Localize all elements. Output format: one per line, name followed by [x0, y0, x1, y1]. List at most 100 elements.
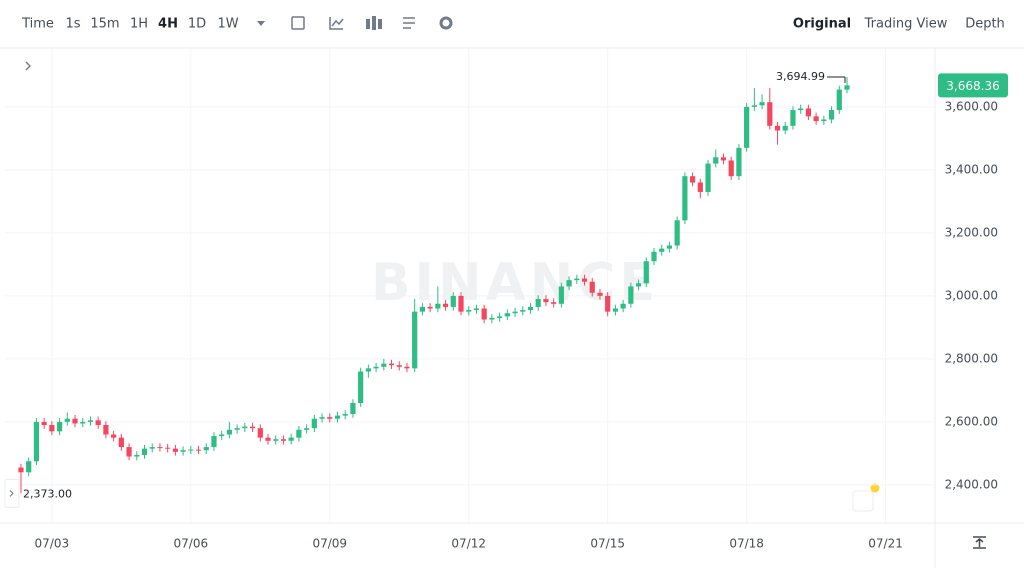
widget-icon[interactable]: [852, 490, 874, 512]
low-marker-box[interactable]: [4, 478, 20, 508]
candle-body: [628, 286, 634, 304]
x-tick-label: 07/21: [868, 537, 903, 551]
candle-body: [774, 125, 781, 131]
candle-body: [782, 125, 788, 131]
candle-body: [828, 110, 835, 120]
candle-body: [813, 116, 819, 122]
candle-body: [296, 429, 302, 438]
candle-body: [118, 437, 124, 448]
y-tick-label: 2,400.00: [945, 477, 998, 491]
candle-body: [396, 365, 402, 367]
candle-body: [265, 437, 271, 441]
candle-body: [836, 89, 842, 111]
candle-body: [319, 417, 325, 419]
candle-body: [149, 447, 155, 449]
candle-body: [64, 418, 70, 422]
candle-body: [365, 368, 371, 372]
candle-body: [134, 454, 140, 457]
candle-body: [26, 461, 32, 473]
interval-button[interactable]: 1s: [65, 17, 80, 32]
candle-body: [419, 306, 426, 312]
candle-body: [165, 447, 171, 449]
candle-body: [790, 110, 796, 126]
candle-body: [404, 366, 410, 369]
candle-body: [759, 102, 765, 106]
expand-icon[interactable]: [25, 61, 31, 71]
interval-button[interactable]: 1H: [130, 17, 148, 32]
candle-icon[interactable]: [366, 16, 382, 30]
candle-body: [589, 281, 595, 293]
candle-body: [581, 278, 588, 282]
candle-body: [180, 450, 186, 452]
candle-body: [705, 163, 711, 192]
interval-button[interactable]: 1W: [217, 17, 238, 32]
candle-body: [226, 429, 233, 435]
interval-button[interactable]: 4H: [158, 17, 178, 32]
candle-body: [543, 299, 549, 303]
settings-list-icon[interactable]: [403, 17, 415, 29]
candle-body: [234, 428, 240, 430]
candle-body: [659, 248, 665, 252]
interval-button[interactable]: 15m: [90, 17, 119, 32]
gear-icon[interactable]: [439, 16, 453, 30]
candle-body: [203, 447, 209, 451]
candle-body: [751, 105, 757, 107]
candle-body: [304, 428, 310, 430]
candle-body: [558, 286, 564, 304]
dropdown-icon[interactable]: [257, 21, 265, 26]
calendar-icon[interactable]: [291, 16, 305, 30]
candle-body: [211, 436, 217, 448]
view-tab[interactable]: Depth: [965, 17, 1005, 32]
interval-button[interactable]: 1D: [188, 17, 206, 32]
x-tick-label: 07/15: [590, 537, 625, 551]
candle-body: [674, 220, 680, 246]
candle-body: [80, 421, 86, 424]
y-tick-label: 3,200.00: [945, 225, 998, 239]
candle-body: [72, 418, 78, 424]
candle-body: [574, 278, 580, 281]
y-tick-label: 3,000.00: [945, 288, 998, 302]
candle-body: [358, 371, 364, 403]
low-marker-arrow: [9, 490, 14, 497]
candle-body: [473, 308, 480, 311]
candle-body: [49, 425, 55, 432]
candle-body: [697, 182, 703, 192]
candle-body: [489, 317, 495, 320]
candle-body: [219, 434, 225, 437]
candle-body: [504, 313, 510, 317]
candle-body: [373, 366, 379, 369]
candle-body: [18, 467, 24, 473]
candle-body: [520, 310, 526, 312]
candle-body: [311, 418, 317, 429]
candle-body: [666, 245, 673, 249]
candle-body: [280, 439, 287, 441]
candle-body: [597, 292, 603, 296]
candle-body: [249, 426, 256, 429]
candle-body: [350, 402, 356, 415]
candle-body: [141, 448, 148, 455]
view-tab[interactable]: Trading View: [864, 17, 948, 32]
candle-body: [744, 106, 750, 148]
candle-body: [95, 420, 101, 426]
y-tick-label: 2,800.00: [945, 351, 998, 365]
candle-body: [728, 160, 734, 177]
view-tab[interactable]: Original: [793, 17, 851, 32]
candle-body: [605, 295, 611, 312]
candle-body: [334, 415, 341, 419]
candle-body: [682, 176, 688, 221]
candle-body: [56, 421, 63, 432]
candle-body: [805, 108, 811, 117]
candle-body: [195, 449, 202, 451]
candle-body: [273, 439, 279, 441]
candle-body: [242, 426, 248, 429]
x-tick-label: 07/09: [312, 537, 347, 551]
low-marker-label: 2,373.00: [23, 487, 72, 500]
scale-icon[interactable]: [973, 536, 986, 549]
x-tick-label: 07/03: [35, 537, 70, 551]
x-tick-label: 07/06: [174, 537, 209, 551]
candle-body: [713, 157, 719, 164]
candle-body: [435, 303, 441, 309]
indicator-icon[interactable]: [329, 17, 344, 30]
candle-body: [736, 147, 742, 177]
